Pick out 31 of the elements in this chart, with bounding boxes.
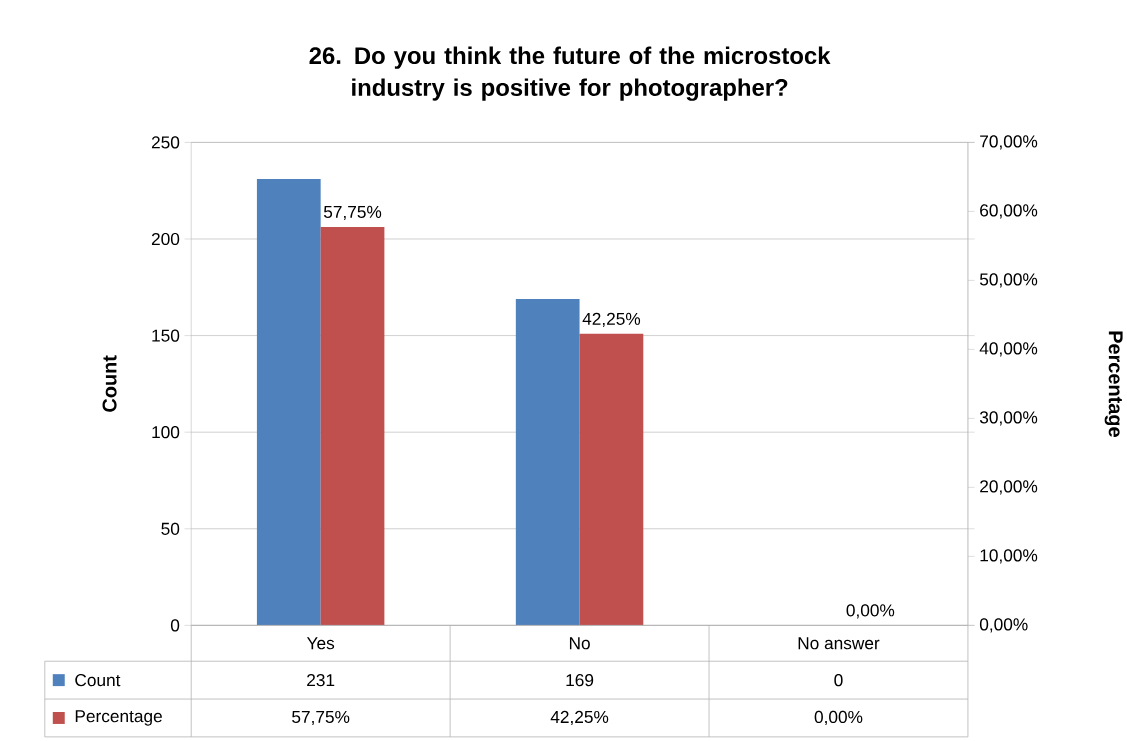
y2-tick-label: 40,00% <box>979 342 1038 357</box>
y-tick-label: 100 <box>152 426 180 439</box>
data-label: 57,75% <box>292 710 350 726</box>
y2-tick-label: 50,00% <box>979 273 1038 288</box>
text: 57,75% <box>323 205 382 221</box>
data-label: 231 <box>307 674 335 687</box>
x-tick-label: No answer <box>798 637 880 650</box>
data-label: 0,00% <box>814 710 863 726</box>
text: 0,00% <box>846 604 895 619</box>
y-tick-label: 150 <box>152 329 180 342</box>
data-label: 42,25% <box>550 710 609 726</box>
y2-tick-label: 0,00% <box>979 618 1028 633</box>
data-label: 169 <box>566 674 594 687</box>
y-tick-label: 0 <box>170 619 180 632</box>
text: 42,25% <box>582 312 641 328</box>
data-label: 0 <box>834 674 843 687</box>
y2-tick-label: 30,00% <box>979 411 1038 426</box>
y2-tick-label: 20,00% <box>980 480 1038 495</box>
y2-tick-label: 10,00% <box>980 549 1038 564</box>
x-tick-label: No <box>569 637 590 650</box>
chart-title: 26. Do you think the future of the microstock industry is positive for photographer? <box>309 46 831 101</box>
y2-axis-title: Percentage <box>1104 331 1123 437</box>
y2-tick-label: 60,00% <box>980 204 1038 219</box>
legend-label: Percentage <box>75 710 162 726</box>
x-tick-label: Yes <box>306 637 335 650</box>
y-tick-label: 200 <box>151 232 180 246</box>
y-tick-label: 50 <box>161 522 180 535</box>
y-axis-title: Count <box>102 355 117 412</box>
y-tick-label: 250 <box>151 136 180 149</box>
y2-tick-label: 70,00% <box>980 135 1038 150</box>
legend-label: Count <box>75 674 121 687</box>
